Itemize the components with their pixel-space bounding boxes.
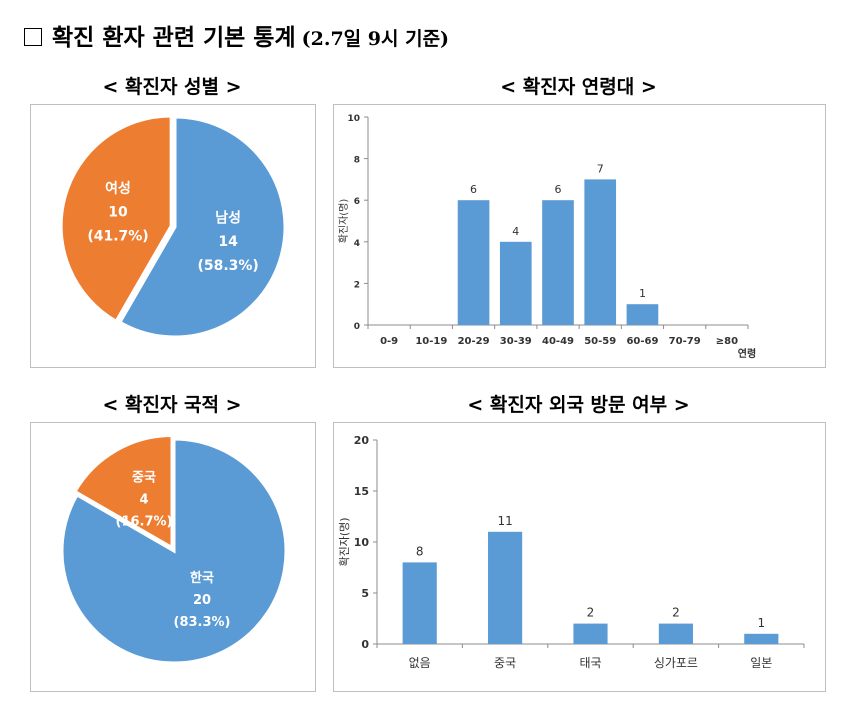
pie-slice-한국 xyxy=(60,437,288,665)
pie-label-value: 10 xyxy=(108,205,128,221)
y-tick-label: 2 xyxy=(354,280,360,290)
travel-bar-svg: 0 5 10 15 20 확진자(명) 없음 8 중국 11 태국 2 싱가포르 2 일본 1 xyxy=(338,434,805,670)
data-label: 4 xyxy=(512,225,519,238)
x-tick-label: 0-9 xyxy=(380,336,398,347)
nationality-chart-title: < 확진자 국적 > xyxy=(102,394,242,416)
gender-pie-chart: 남성 14 (58.3%) 여성 10 (41.7%) xyxy=(30,104,316,368)
data-label: 11 xyxy=(497,514,512,528)
data-label: 6 xyxy=(470,183,477,196)
pie-label-name: 여성 xyxy=(105,180,131,197)
bar-60-69 xyxy=(626,304,659,325)
bar-일본 xyxy=(744,633,779,644)
travel-chart-title: < 확진자 외국 방문 여부 > xyxy=(467,394,690,416)
pie-label-percent: (58.3%) xyxy=(197,258,258,274)
y-tick-label: 0 xyxy=(354,322,360,332)
data-label: 2 xyxy=(672,606,680,620)
nationality-pie-chart: 한국 20 (83.3%) 중국 4 (16.7%) xyxy=(30,422,316,692)
bar-중국 xyxy=(488,531,523,644)
pie-label-value: 4 xyxy=(139,493,148,508)
bar-40-49 xyxy=(542,200,574,325)
bar-30-39 xyxy=(499,241,532,325)
y-axis-label: 확진자(명) xyxy=(338,517,351,566)
x-tick-label: 태국 xyxy=(579,656,601,670)
x-tick-label: ≥80 xyxy=(716,336,738,347)
gender-chart-title: < 확진자 성별 > xyxy=(102,76,242,98)
pie-slice-남성 xyxy=(117,115,287,339)
pie-label-name: 남성 xyxy=(215,209,241,226)
x-tick-label: 30-39 xyxy=(500,336,532,347)
data-label: 1 xyxy=(639,287,646,300)
x-tick-label: 일본 xyxy=(750,656,772,670)
data-label: 7 xyxy=(597,162,604,175)
pie-label-percent: (41.7%) xyxy=(87,228,148,244)
age-bar-svg: 0 2 4 6 8 10 확진자(명) 0-9 10-19 20-29 6 30-39 4 40-49 6 5… xyxy=(338,114,756,360)
y-tick-label: 10 xyxy=(347,114,360,124)
pie-label-name: 한국 xyxy=(190,570,214,586)
x-tick-label: 60-69 xyxy=(626,336,658,347)
x-tick-label: 없음 xyxy=(409,656,431,670)
travel-bar-chart: 0 5 10 15 20 확진자(명) 없음 8 중국 11 태국 2 싱가포르 2 일본 1 xyxy=(333,422,826,692)
pie-label-value: 20 xyxy=(193,593,211,608)
x-tick-label: 50-59 xyxy=(584,336,616,347)
page-title: 확진 환자 관련 기본 통계 (2.7일 9시 기준) xyxy=(24,18,449,52)
y-tick-label: 15 xyxy=(354,485,369,498)
pie-label-name: 중국 xyxy=(132,470,156,485)
data-label: 2 xyxy=(587,606,595,620)
bar-싱가포르 xyxy=(658,623,693,644)
pie-label-value: 14 xyxy=(218,234,238,250)
data-label: 1 xyxy=(757,616,765,630)
data-label: 8 xyxy=(416,544,424,558)
gender-pie-svg: 남성 14 (58.3%) 여성 10 (41.7%) xyxy=(59,114,287,339)
pie-slice-중국 xyxy=(72,434,174,551)
y-tick-label: 5 xyxy=(361,587,369,600)
checkbox-square-icon xyxy=(24,28,42,46)
y-tick-label: 10 xyxy=(354,536,370,549)
age-chart-title: < 확진자 연령대 > xyxy=(500,76,657,98)
pie-label-percent: (16.7%) xyxy=(116,515,173,530)
y-tick-label: 6 xyxy=(354,197,360,207)
pie-label-percent: (83.3%) xyxy=(174,615,231,630)
y-tick-label: 4 xyxy=(354,239,360,249)
y-tick-label: 20 xyxy=(354,434,370,447)
pie-slice-여성 xyxy=(59,114,173,324)
x-tick-label: 20-29 xyxy=(458,336,490,347)
page-subtitle: (2.7일 9시 기준) xyxy=(301,28,450,50)
bar-없음 xyxy=(402,562,437,644)
age-bar-chart: 0 2 4 6 8 10 확진자(명) 0-9 10-19 20-29 6 30-39 4 40-49 6 5… xyxy=(333,104,826,368)
x-tick-label: 40-49 xyxy=(542,336,574,347)
bar-50-59 xyxy=(584,179,617,325)
x-tick-label: 중국 xyxy=(494,656,516,670)
y-tick-label: 0 xyxy=(361,638,369,651)
data-label: 6 xyxy=(555,183,562,196)
x-tick-label: 10-19 xyxy=(415,336,447,347)
x-tick-label: 70-79 xyxy=(669,336,701,347)
bar-20-29 xyxy=(457,200,490,325)
y-axis-label: 확진자(명) xyxy=(338,199,350,244)
y-tick-label: 8 xyxy=(354,156,360,166)
bar-태국 xyxy=(573,623,608,644)
x-tick-label: 싱가포르 xyxy=(654,656,698,670)
nationality-pie-svg: 한국 20 (83.3%) 중국 4 (16.7%) xyxy=(60,434,288,665)
page-title-text: 확진 환자 관련 기본 통계 xyxy=(52,25,296,51)
x-axis-label: 연령 xyxy=(738,347,756,360)
